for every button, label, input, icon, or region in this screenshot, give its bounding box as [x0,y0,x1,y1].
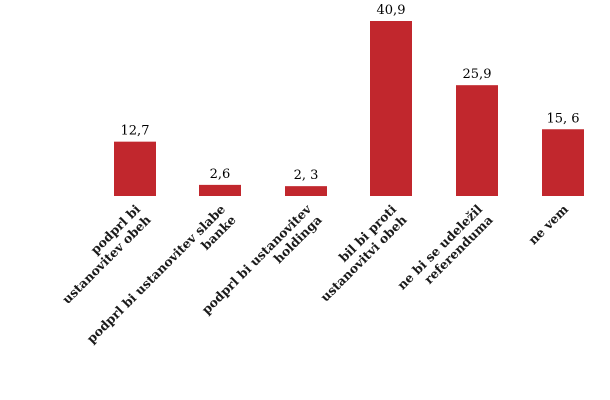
value-labels-group: 12,7 2,6 2, 3 40,9 25,9 15, 6 [121,3,580,183]
bar-value-label: 40,9 [377,3,406,18]
category-label: bil bi protiustanovitvi obeh [307,201,410,304]
bar-value-label: 15, 6 [546,111,579,126]
bar [456,85,498,196]
bar-value-label: 12,7 [121,124,150,139]
bar-value-label: 2,6 [210,167,231,182]
bar [370,21,412,196]
bar-value-label: 2, 3 [294,168,319,183]
bar [114,141,156,196]
bar [285,186,327,196]
bars-group [114,21,584,196]
bar [542,129,584,196]
category-label: ne bi se udeležilreferenduma [394,201,496,303]
category-label: podprl bi ustanovitev slabebanke [84,201,239,356]
bar [199,184,241,196]
bar-value-label: 25,9 [463,67,492,82]
category-label: ne vem [525,202,571,248]
